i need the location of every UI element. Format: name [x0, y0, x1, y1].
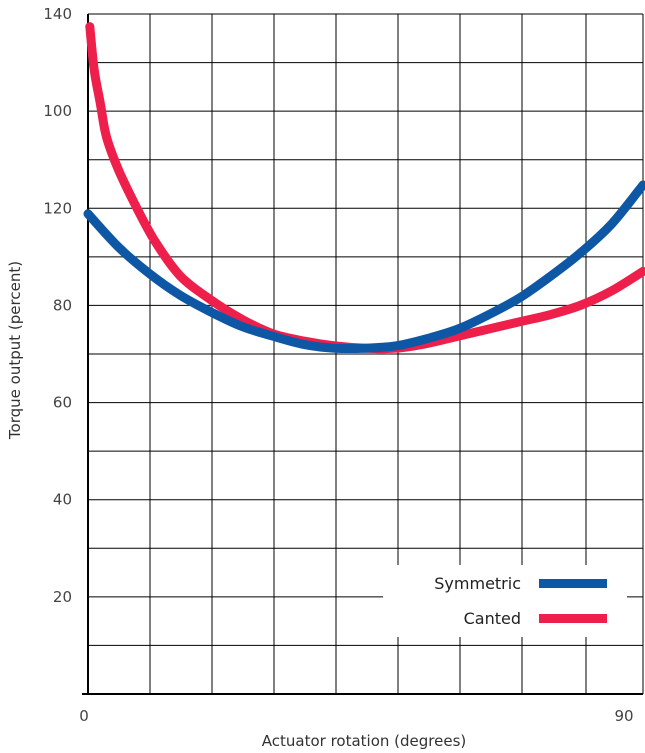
- legend-label-canted: Canted: [464, 609, 521, 628]
- x-tick-label: 90: [614, 707, 633, 725]
- y-tick-labels: 140 100 120 80 60 40 20: [43, 5, 72, 606]
- y-tick-label: 20: [53, 588, 72, 606]
- series-line-symmetric: [83, 180, 645, 354]
- legend-swatch-canted: [539, 614, 607, 623]
- chart-series: [83, 22, 645, 354]
- y-tick-label: 40: [53, 491, 72, 509]
- y-axis-label: Torque output (percent): [6, 261, 24, 440]
- x-tick-labels: 0 90: [79, 707, 633, 725]
- y-tick-label: 140: [43, 5, 72, 23]
- legend-swatch-symmetric: [539, 579, 607, 588]
- x-axis-label: Actuator rotation (degrees): [262, 732, 467, 750]
- legend-label-symmetric: Symmetric: [434, 574, 521, 593]
- y-tick-label: 120: [43, 199, 72, 217]
- legend-background: [383, 565, 627, 637]
- x-tick-label: 0: [79, 707, 89, 725]
- y-tick-label: 100: [43, 102, 72, 120]
- y-tick-label: 60: [53, 394, 72, 412]
- y-tick-label: 80: [53, 296, 72, 314]
- series-line-canted: [85, 22, 645, 354]
- chart-legend: Symmetric Canted: [383, 565, 627, 637]
